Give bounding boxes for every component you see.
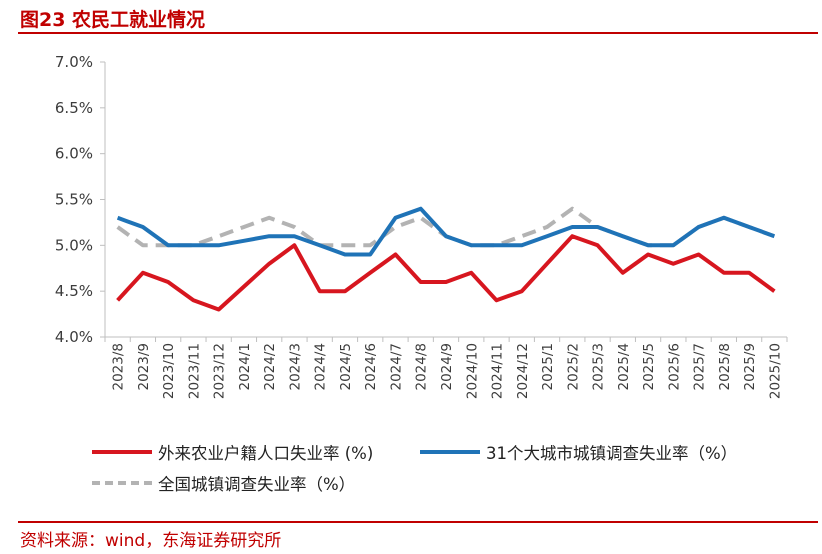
y-tick-label: 6.5% — [55, 99, 93, 117]
x-tick-label: 2025/8 — [717, 343, 733, 391]
x-tick-label: 2025/7 — [692, 343, 708, 391]
y-tick-label: 4.0% — [55, 328, 93, 346]
x-tick-label: 2025/3 — [591, 343, 607, 391]
x-tick-label: 2024/2 — [262, 343, 278, 391]
x-tick-label: 2023/11 — [186, 343, 202, 399]
series-line-national — [116, 206, 776, 248]
chart-axes: 4.0% 4.5% 5.0% 5.5% 6.0% 6.5% 7.0% 2023/8 2023/9… — [55, 53, 788, 399]
x-tick-label: 2025/10 — [767, 343, 783, 399]
x-tick-label: 2023/10 — [161, 343, 177, 399]
x-tick-label: 2025/1 — [540, 343, 556, 391]
x-tick-label: 2024/10 — [464, 343, 480, 399]
line-chart: 4.0% 4.5% 5.0% 5.5% 6.0% 6.5% 7.0% 2023/8 2023/9… — [55, 53, 788, 399]
legend-label-city31: 31个大城市城镇调查失业率（%） — [486, 444, 738, 463]
y-tick-label: 5.0% — [55, 236, 93, 254]
legend-item-national: 全国城镇调查失业率（%） — [92, 471, 355, 495]
x-tick-label: 2024/7 — [388, 343, 404, 391]
x-tick-label: 2024/1 — [237, 343, 253, 391]
x-tick-label: 2024/12 — [515, 343, 531, 399]
y-tick-label: 7.0% — [55, 53, 93, 71]
x-tick-label: 2024/3 — [287, 343, 303, 391]
y-tick-label: 5.5% — [55, 191, 93, 209]
x-tick-label: 2025/4 — [616, 343, 632, 391]
legend-swatch-city31 — [420, 450, 480, 454]
x-tick-label: 2023/12 — [212, 343, 228, 399]
figure-title: 图23 农民工就业情况 — [20, 9, 206, 31]
x-tick-label: 2024/4 — [313, 343, 329, 391]
legend-label-national: 全国城镇调查失业率（%） — [158, 475, 356, 494]
y-tick-label: 6.0% — [55, 145, 93, 163]
chart-series — [116, 206, 776, 312]
y-tick-label: 4.5% — [55, 282, 93, 300]
legend-swatch-national — [92, 481, 152, 485]
x-tick-label: 2023/9 — [136, 343, 152, 391]
legend-label-migrant: 外来农业户籍人口失业率 (%) — [158, 444, 374, 463]
x-tick-label: 2024/9 — [439, 343, 455, 391]
x-tick-label: 2025/9 — [742, 343, 758, 391]
legend-swatch-migrant — [92, 450, 152, 454]
x-tick-label: 2024/6 — [363, 343, 379, 391]
x-tick-label: 2024/11 — [490, 343, 506, 399]
source-note: 资料来源：wind，东海证券研究所 — [20, 531, 282, 551]
series-line-city31 — [116, 206, 776, 257]
x-tick-label: 2024/5 — [338, 343, 354, 391]
legend-item-city31: 31个大城市城镇调查失业率（%） — [420, 440, 737, 464]
x-tick-label: 2025/5 — [641, 343, 657, 391]
x-tick-label: 2023/8 — [111, 343, 127, 391]
series-line-migrant — [116, 234, 776, 312]
legend-item-migrant: 外来农业户籍人口失业率 (%) — [92, 440, 373, 464]
x-tick-label: 2024/8 — [414, 343, 430, 391]
title-divider — [18, 32, 818, 34]
x-tick-label: 2025/2 — [565, 343, 581, 391]
footer-divider — [18, 521, 818, 523]
x-tick-label: 2025/6 — [666, 343, 682, 391]
